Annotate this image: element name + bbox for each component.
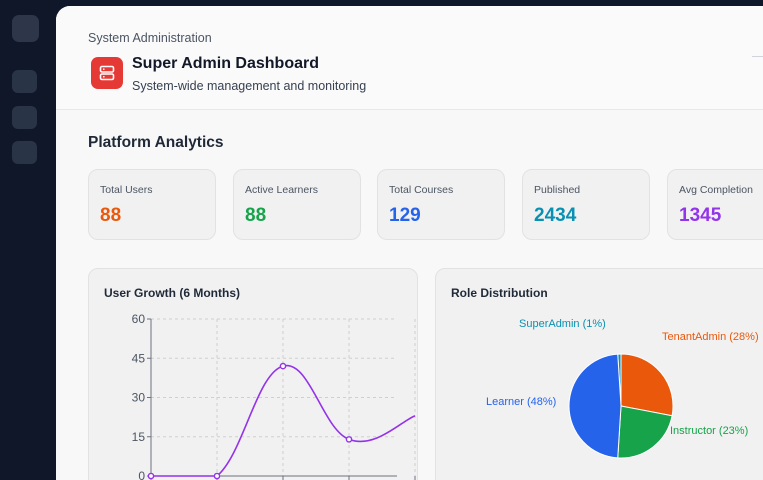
pie-slice — [617, 405, 673, 459]
data-point — [345, 436, 353, 443]
stat-label: Published — [534, 184, 581, 196]
stat-value: 1345 — [679, 205, 722, 226]
stat-card-total-users: Total Users 88 — [88, 169, 216, 240]
pie-label: TenantAdmin (28%) — [662, 331, 759, 343]
stat-value: 88 — [245, 205, 267, 226]
page-header: System Administration Super Admin Dashbo… — [56, 6, 763, 110]
pie-slice — [620, 353, 674, 417]
sidebar-nav-item-1[interactable] — [12, 70, 37, 93]
role-distribution-title: Role Distribution — [451, 286, 548, 300]
main-content: System Administration Super Admin Dashbo… — [56, 6, 763, 480]
y-tick-label: 45 — [132, 351, 146, 365]
stat-label: Active Learners — [245, 184, 318, 196]
y-tick-label: 0 — [138, 469, 145, 480]
stat-label: Total Users — [100, 184, 153, 196]
y-tick-label: 30 — [132, 391, 146, 405]
header-divider — [752, 56, 763, 57]
user-growth-chart: 0 15 30 45 60 — [132, 312, 416, 480]
user-growth-title: User Growth (6 Months) — [104, 286, 241, 300]
role-distribution-chart: SuperAdmin (1%) TenantAdmin (28%) Instruct… — [486, 318, 759, 459]
breadcrumb: System Administration — [88, 31, 212, 45]
page-title: Super Admin Dashboard — [132, 55, 319, 72]
pie-label: Instructor (23%) — [670, 425, 748, 437]
data-point — [147, 472, 155, 480]
stat-card-total-courses: Total Courses 129 — [377, 169, 505, 240]
stat-card-avg-completion: Avg Completion 1345 — [667, 169, 763, 240]
server-icon — [91, 57, 123, 89]
stat-label: Avg Completion — [679, 184, 753, 196]
stat-value: 2434 — [534, 205, 577, 226]
data-point — [279, 362, 287, 370]
analytics-section-title: Platform Analytics — [88, 134, 224, 151]
y-tick-label: 15 — [132, 430, 146, 444]
sidebar-nav-item-2[interactable] — [12, 106, 37, 129]
y-tick-label: 60 — [132, 312, 146, 326]
page-subtitle: System-wide management and monitoring — [132, 79, 367, 93]
sidebar — [0, 0, 56, 480]
stat-value: 88 — [100, 205, 122, 226]
sidebar-nav-item-3[interactable] — [12, 141, 37, 164]
user-growth-card: 0 15 30 45 60 User Growth (6 Months) — [88, 268, 418, 480]
pie-label: Learner (48%) — [486, 396, 556, 408]
stat-label: Total Courses — [389, 184, 454, 196]
data-point — [213, 472, 221, 480]
pie-slice — [568, 353, 622, 459]
pie-label: SuperAdmin (1%) — [519, 318, 606, 330]
stat-card-active-learners: Active Learners 88 — [233, 169, 361, 240]
role-distribution-card: SuperAdmin (1%) TenantAdmin (28%) Instruct… — [435, 268, 763, 480]
sidebar-logo-button[interactable] — [12, 15, 39, 42]
stat-card-published: Published 2434 — [522, 169, 650, 240]
stat-value: 129 — [389, 205, 421, 226]
